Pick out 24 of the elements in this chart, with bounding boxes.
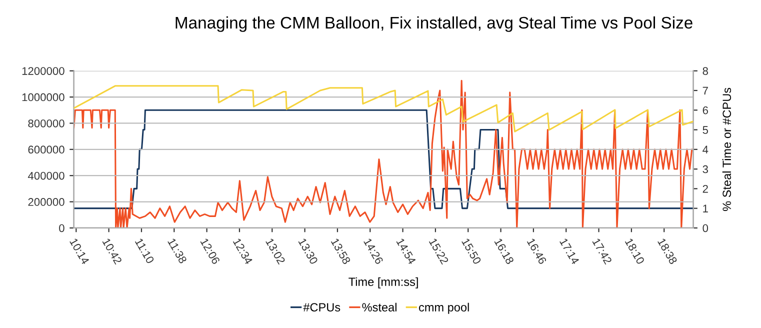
y2-axis-title: % Steal Time or #CPUs (722, 88, 732, 211)
legend-label: #CPUs (303, 303, 340, 312)
y-tick-label: 400000 (28, 172, 64, 180)
legend-label: cmm pool (418, 302, 469, 314)
y2-tick-label: 3 (702, 165, 708, 174)
legend-label: %steal (362, 302, 396, 312)
line-series (74, 85, 694, 132)
y2-tick-label: 5 (702, 126, 708, 134)
chart-title: Managing the CMM Balloon, Fix installed, avg Steal Time vs Pool Size (176, 16, 692, 32)
y2-tick-label: 8 (702, 67, 708, 75)
y-tick-label: 800000 (28, 119, 64, 128)
y2-tick-label: 4 (702, 146, 708, 154)
y-tick-label: 200000 (28, 198, 64, 206)
y-tick-label: 0 (59, 224, 64, 232)
y2-tick-label: 2 (702, 184, 708, 193)
y2-tick-label: 6 (702, 106, 708, 114)
x-axis-title: Time [mm:ss] (348, 277, 418, 288)
y-tick-label: 1200000 (22, 67, 64, 75)
line-series (74, 109, 694, 210)
y2-tick-label: 1 (703, 204, 708, 212)
y2-tick-label: 0 (702, 224, 708, 232)
y-tick-label: 600000 (28, 146, 64, 154)
y-tick-label: 1000000 (22, 93, 64, 102)
y2-tick-label: 7 (702, 86, 708, 95)
